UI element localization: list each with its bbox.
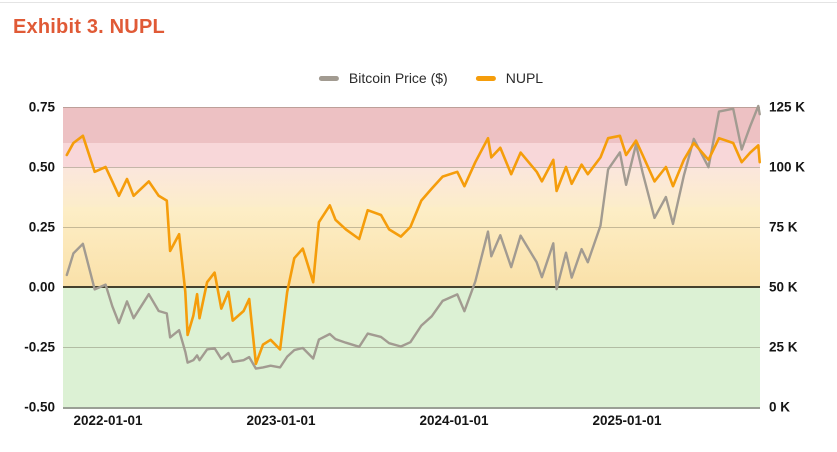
x-tick-2023: 2023-01-01 [246,413,316,428]
top-divider [0,2,837,3]
bitcoin-price-line-swatch-icon [318,75,339,81]
y-right-tick-2: 75 K [769,219,798,235]
plot-area[interactable] [63,104,762,409]
series-line-nupl [65,134,762,366]
y-right-tick-4: 25 K [769,339,798,355]
y-left-tick-0: 0.75 [28,99,55,115]
series-svg [65,104,762,370]
zero-line [63,286,760,288]
y-left-tick-2: 0.25 [28,219,55,235]
x-tick-2024: 2024-01-01 [419,413,489,428]
legend-label-nupl: NUPL [505,70,544,86]
nupl-line-swatch-icon [475,75,496,81]
series-line-bitcoin-price [65,104,761,370]
y-right-tick-5: 0 K [769,399,791,415]
y-right-tick-1: 100 K [769,159,806,175]
legend: Bitcoin Price ($) NUPL [318,70,544,86]
legend-item-nupl[interactable]: NUPL [475,70,544,86]
y-left-tick-4: -0.25 [24,339,55,355]
legend-item-bitcoin-price[interactable]: Bitcoin Price ($) [318,70,448,86]
gridline-0-50 [63,167,760,168]
gridline-0-75 [63,107,760,108]
y-left-tick-3: 0.00 [28,279,55,295]
plot-band [63,207,760,287]
y-right-tick-3: 50 K [769,279,798,295]
y-right-tick-0: 125 K [769,99,806,115]
y-left-tick-1: 0.50 [28,159,55,175]
legend-label-bitcoin-price: Bitcoin Price ($) [348,70,448,86]
gridline-minus-0-25 [63,347,760,348]
y-left-tick-5: -0.50 [24,399,55,415]
plot-band [63,287,760,407]
plot-band [63,107,760,143]
x-tick-2025: 2025-01-01 [592,413,662,428]
chart-title: Exhibit 3. NUPL [13,16,165,38]
x-tick-2022: 2022-01-01 [73,413,143,428]
